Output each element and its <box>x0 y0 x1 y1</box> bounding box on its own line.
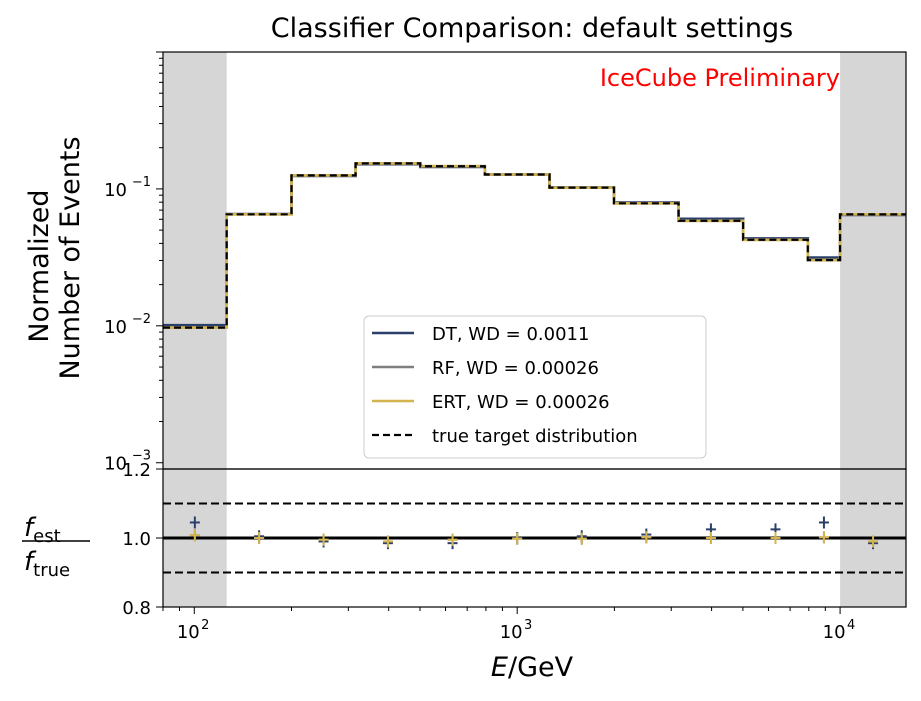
series-line-1 <box>163 162 906 329</box>
top-y-tick-label-2: 10 <box>104 454 127 475</box>
ratio-point-2-4 <box>447 533 458 546</box>
ratio-point-2-6 <box>576 532 587 545</box>
legend-label-3: true target distribution <box>432 426 638 447</box>
legend: DT, WD = 0.0011 RF, WD = 0.00026 ERT, WD =… <box>363 315 707 459</box>
ratio-point-0-0 <box>189 516 200 529</box>
x-tick-exp-2: 4 <box>847 618 855 633</box>
top-y-tick-exp-1: −2 <box>132 312 151 327</box>
ratio-numerator: fest <box>24 513 61 547</box>
top-ylabel-line1: Normalized <box>24 189 55 342</box>
ratio-point-2-11 <box>868 535 879 548</box>
top-y-tick-label-0: 10 <box>104 180 127 201</box>
chart-title: Classifier Comparison: default settings <box>271 13 793 44</box>
top-y-tick-label-1: 10 <box>104 317 127 338</box>
legend-label-2: ERT, WD = 0.00026 <box>432 392 610 413</box>
bottom-ylabel: fest ftrue <box>22 513 90 581</box>
series-line-0 <box>163 162 906 327</box>
x-tick-label-2: 10 <box>823 622 846 643</box>
bottom-y-tick-label-0: 0.8 <box>122 598 151 619</box>
legend-frame <box>363 315 707 459</box>
ratio-point-2-7 <box>641 531 652 544</box>
top-y-tick-exp-2: −3 <box>132 449 151 464</box>
top-y-tick-exp-0: −1 <box>132 175 151 190</box>
ratio-point-2-1 <box>254 532 265 544</box>
watermark-label: IceCube Preliminary <box>600 64 840 92</box>
legend-label-0: DT, WD = 0.0011 <box>432 324 589 345</box>
axes-layer: 10 2 10 3 10 410 −110 −210 −30.81.01.2 <box>104 51 907 643</box>
shaded-region-1 <box>840 52 906 607</box>
x-axis-label: E/GeV <box>491 652 574 683</box>
reference-lines <box>163 502 906 574</box>
bottom-y-tick-label-1: 1.0 <box>122 529 151 550</box>
ratio-point-2-0 <box>189 529 200 542</box>
shaded-regions <box>163 52 906 607</box>
ratio-point-0-10 <box>818 516 829 529</box>
series-line-3 <box>163 162 906 329</box>
ratio-point-2-5 <box>512 532 523 545</box>
series-layer <box>163 162 906 550</box>
x-tick-label-0: 10 <box>177 622 200 643</box>
series-line-2 <box>163 162 906 329</box>
shaded-region-0 <box>163 52 227 607</box>
bottom-y-tick-label-2: 1.2 <box>122 460 151 481</box>
ratio-point-2-3 <box>382 535 393 548</box>
ratio-point-2-9 <box>770 532 781 544</box>
ratio-point-2-8 <box>705 532 716 544</box>
legend-label-1: RF, WD = 0.00026 <box>432 358 599 379</box>
ratio-point-2-2 <box>318 533 329 546</box>
x-tick-exp-0: 2 <box>201 618 209 633</box>
ratio-denominator: ftrue <box>24 547 70 581</box>
top-ylabel-line2: Number of Events <box>55 136 86 379</box>
x-tick-exp-1: 3 <box>524 618 532 633</box>
x-tick-label-1: 10 <box>500 622 523 643</box>
ratio-point-2-10 <box>818 531 829 544</box>
